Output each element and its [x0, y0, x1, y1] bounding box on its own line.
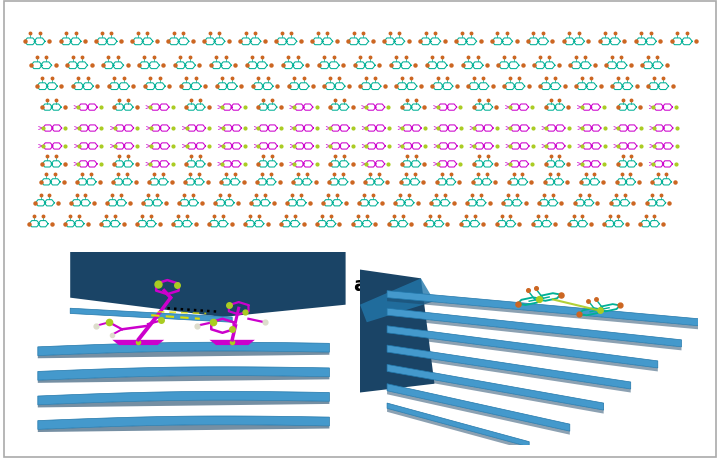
Polygon shape — [387, 353, 631, 392]
Polygon shape — [37, 416, 329, 430]
Polygon shape — [387, 391, 570, 435]
Polygon shape — [37, 351, 329, 358]
Polygon shape — [387, 345, 631, 389]
Polygon shape — [360, 270, 434, 392]
Polygon shape — [37, 425, 329, 432]
Polygon shape — [37, 392, 329, 405]
Polygon shape — [387, 403, 529, 447]
Polygon shape — [387, 409, 529, 450]
Polygon shape — [37, 342, 329, 356]
Polygon shape — [112, 340, 164, 345]
Text: a: a — [354, 275, 366, 294]
Polygon shape — [70, 252, 346, 317]
Polygon shape — [387, 315, 681, 351]
Polygon shape — [387, 372, 603, 414]
Polygon shape — [387, 384, 570, 431]
Polygon shape — [387, 326, 658, 368]
Polygon shape — [70, 308, 232, 323]
Polygon shape — [387, 333, 658, 372]
Polygon shape — [387, 364, 603, 410]
Polygon shape — [37, 376, 329, 383]
Polygon shape — [37, 367, 329, 381]
Polygon shape — [387, 298, 698, 330]
Polygon shape — [387, 291, 698, 326]
Polygon shape — [37, 400, 329, 408]
Polygon shape — [210, 340, 255, 345]
Polygon shape — [387, 308, 681, 347]
Polygon shape — [360, 279, 434, 323]
